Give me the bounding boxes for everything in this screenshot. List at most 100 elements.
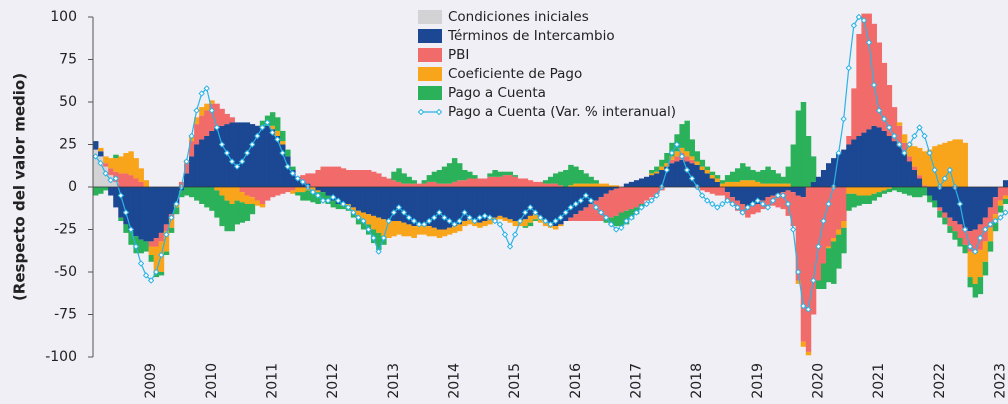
bar-segment (972, 253, 979, 284)
bar-segment (724, 187, 731, 193)
bar-segment (927, 195, 933, 203)
bar-segment (987, 227, 994, 242)
bar-segment (219, 195, 225, 227)
legend-swatch (418, 29, 442, 43)
x-tick-label: 2009 (143, 363, 159, 399)
bar-segment (320, 166, 326, 187)
bar-segment (199, 187, 205, 204)
bar-segment (376, 217, 382, 233)
bar-segment (502, 171, 508, 176)
bar-segment (128, 151, 134, 176)
bar-segment (942, 212, 948, 218)
bar-segment (234, 122, 241, 187)
bar-segment (689, 139, 695, 157)
bar-segment (189, 187, 195, 198)
bar-segment (133, 158, 139, 179)
bar-segment (527, 222, 534, 227)
bar-segment (810, 181, 817, 187)
bar-segment (340, 205, 347, 210)
bar-segment (143, 187, 150, 242)
bar-segment (886, 136, 893, 187)
bar-segment (588, 204, 594, 221)
y-tick-label: 0 (68, 179, 77, 195)
bar-segment (623, 187, 630, 211)
bar-segment (568, 217, 574, 221)
y-tick-label: -25 (54, 222, 77, 238)
bar-segment (901, 142, 908, 153)
bar-segment (755, 204, 761, 213)
bar-segment (456, 224, 463, 232)
bar-segment (866, 13, 872, 130)
bar-segment (932, 146, 938, 187)
bar-segment (153, 246, 160, 272)
bar-segment (547, 187, 554, 225)
bar-segment (977, 277, 984, 295)
bar-segment (477, 178, 483, 187)
bar-segment (881, 187, 888, 191)
bar-segment (987, 187, 994, 208)
bar-segment (906, 161, 913, 187)
bar-segment (487, 187, 493, 220)
bar-segment (421, 183, 428, 187)
bar-segment (138, 187, 144, 240)
x-tick-label: 2018 (689, 363, 705, 399)
bar-segment (669, 163, 675, 187)
bar-segment (113, 158, 119, 172)
bar-segment (290, 170, 296, 187)
bar-segment (704, 166, 711, 170)
bar-segment (487, 219, 493, 225)
bar-segment (633, 180, 640, 187)
bar-segment (932, 200, 938, 208)
bar-segment (118, 156, 124, 174)
bar-segment (153, 238, 160, 247)
bar-segment (391, 180, 397, 187)
bar-segment (249, 197, 256, 204)
bar-segment (229, 204, 235, 232)
bar-segment (274, 187, 281, 196)
bar-segment (628, 181, 635, 187)
bar-segment (507, 175, 513, 187)
bar-segment (123, 153, 129, 174)
bar-segment (229, 122, 235, 187)
bar-segment (426, 226, 433, 237)
bar-segment (891, 141, 898, 187)
bar-segment (704, 187, 711, 193)
bar-segment (259, 127, 266, 187)
bar-segment (330, 166, 337, 187)
bar-segment (502, 217, 508, 221)
bar-segment (947, 217, 953, 227)
bar-segment (472, 187, 478, 221)
bar-segment (431, 181, 438, 187)
bar-segment (269, 129, 276, 187)
bar-segment (654, 171, 660, 174)
bar-segment (967, 277, 974, 288)
bar-segment (967, 251, 974, 278)
bar-segment (406, 224, 412, 237)
bar-segment (709, 178, 716, 187)
bar-segment (497, 187, 503, 216)
bar-segment (856, 187, 862, 196)
bar-segment (755, 171, 761, 182)
bar-segment (98, 147, 104, 152)
bar-segment (365, 187, 372, 215)
bar-segment (310, 173, 316, 187)
y-tick-label: -100 (45, 349, 77, 365)
bar-segment (239, 122, 246, 187)
bar-segment (775, 187, 781, 194)
bar-segment (487, 173, 493, 177)
bar-segment (204, 110, 210, 136)
bar-segment (199, 107, 205, 116)
x-tick-label: 2023 (992, 363, 1008, 399)
bar-segment (805, 351, 812, 356)
bar-segment (917, 187, 923, 198)
bar-segment (401, 222, 407, 237)
bar-segment (795, 195, 802, 281)
bar-segment (724, 192, 731, 201)
bar-segment (93, 149, 99, 187)
bar-segment (775, 183, 781, 187)
bar-segment (770, 183, 776, 187)
bar-segment (593, 200, 599, 221)
x-tick-label: 2013 (386, 363, 402, 399)
bar-segment (831, 238, 837, 242)
bar-segment (750, 180, 756, 187)
